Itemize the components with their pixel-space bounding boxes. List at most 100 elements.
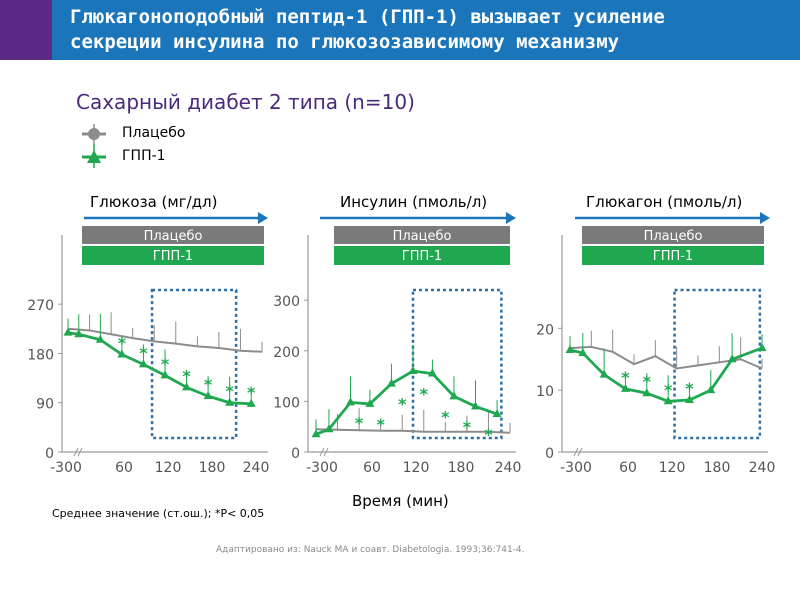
glp1-point <box>757 343 767 352</box>
y-tick-label: 20 <box>536 322 554 338</box>
chart-title: Глюкоза (мг/дл) <box>90 193 217 211</box>
axis-break <box>73 447 83 457</box>
significance-star: * <box>376 415 385 434</box>
x-axis-label: Время (мин) <box>352 492 449 510</box>
header-accent <box>0 0 52 60</box>
y-tick-label: 10 <box>536 384 554 400</box>
placebo-bar-label: Плацебо <box>644 229 703 244</box>
x-tick-label: 180 <box>199 460 226 476</box>
significance-star: * <box>247 383 256 402</box>
significance-star: * <box>420 385 429 404</box>
significance-star: * <box>118 334 127 353</box>
placebo-bar <box>82 226 264 244</box>
glp1-bar-label: ГПП-1 <box>402 249 442 264</box>
glp1-point <box>642 388 652 397</box>
x-tick-label: -300 <box>306 460 338 476</box>
glp1-point <box>117 349 127 358</box>
y-tick-label: 90 <box>36 397 54 413</box>
glp1-point <box>663 396 673 405</box>
glp1-point <box>492 409 502 418</box>
y-tick-label: 100 <box>273 395 300 411</box>
glp1-point <box>408 366 418 375</box>
legend-glp1-marker <box>82 144 106 168</box>
glp1-point <box>160 370 170 379</box>
placebo-bar <box>582 226 764 244</box>
glp1-bar-label: ГПП-1 <box>653 249 693 264</box>
y-tick-label: 0 <box>45 446 54 462</box>
x-tick-label: -300 <box>560 460 592 476</box>
glp1-point <box>365 398 375 407</box>
glp1-line <box>67 331 252 406</box>
title-line-2: секреции инсулина по глюкозозависимому м… <box>70 31 620 53</box>
glp1-bar-label: ГПП-1 <box>153 249 193 264</box>
axis-break <box>319 447 329 457</box>
glp1-point <box>324 424 334 433</box>
glp1-point <box>449 391 459 400</box>
glp1-point <box>706 385 716 394</box>
chart-title: Глюкагон (пмоль/л) <box>586 193 742 211</box>
y-tick-label: 200 <box>273 345 300 361</box>
significance-star: * <box>463 417 472 436</box>
glp1-point <box>95 334 105 343</box>
glp1-point <box>471 401 481 410</box>
highlight-box <box>150 288 238 440</box>
legend-placebo-marker <box>82 124 106 144</box>
chart-title: Инсулин (пмоль/л) <box>340 193 487 211</box>
glp1-bar <box>582 246 764 265</box>
subtitle: Сахарный диабет 2 типа (n=10) <box>76 90 415 114</box>
x-tick-label: 120 <box>403 460 430 476</box>
placebo-bar-label: Плацебо <box>144 229 203 244</box>
chart-1: Глюкоза (мг/дл) Плацебо ГПП-1 0 90 180 270 -300… <box>27 193 269 476</box>
y-tick-label: 0 <box>545 446 554 462</box>
y-tick-label: 270 <box>27 298 54 314</box>
time-arrow-head <box>258 212 268 224</box>
y-tick-label: 300 <box>273 294 300 310</box>
y-tick-label: 180 <box>27 347 54 363</box>
glp1-point <box>138 359 148 368</box>
glp1-point <box>578 348 588 357</box>
legend-glp1-label: ГПП-1 <box>122 148 166 164</box>
significance-star: * <box>621 368 630 387</box>
x-tick-label: 120 <box>659 460 686 476</box>
x-tick-label: 60 <box>363 460 381 476</box>
x-tick-label: 240 <box>749 460 776 476</box>
placebo-line <box>315 428 511 434</box>
glp1-point <box>427 368 437 377</box>
header-bar <box>0 0 800 60</box>
legend-placebo-label: Плацебо <box>122 125 186 141</box>
time-arrow-head <box>506 212 516 224</box>
significance-star: * <box>182 366 191 385</box>
glp1-point <box>182 382 192 391</box>
placebo-bar <box>334 226 510 244</box>
x-tick-label: 60 <box>115 460 133 476</box>
glp1-point <box>620 383 630 392</box>
glp1-point <box>727 354 737 363</box>
glp1-bar <box>82 246 264 265</box>
significance-star: * <box>398 395 407 414</box>
placebo-bar-label: Плацебо <box>393 229 452 244</box>
chart-3: Глюкагон (пмоль/л) Плацебо ГПП-1 0 10 20 -300 6… <box>536 193 775 476</box>
glp1-point <box>599 369 609 378</box>
source-citation: Адаптировано из: Nauck MA и соавт. Diabe… <box>216 545 525 555</box>
glp1-point <box>345 397 355 406</box>
glp1-point <box>74 329 84 338</box>
glp1-line <box>315 369 498 436</box>
glp1-point <box>225 397 235 406</box>
significance-star: * <box>139 343 148 362</box>
page-title: Глюкагоноподобный пептид-1 (ГПП-1) вызыв… <box>70 5 790 55</box>
significance-star: * <box>441 407 450 426</box>
x-tick-label: 180 <box>704 460 731 476</box>
axis-break <box>573 447 583 457</box>
glp1-point <box>565 344 575 353</box>
glp1-bar <box>334 246 510 265</box>
significance-star: * <box>643 372 652 391</box>
time-arrow-head <box>760 212 770 224</box>
chart-2: Инсулин (пмоль/л) Плацебо ГПП-1 0 100 200 300 -… <box>273 193 521 476</box>
title-line-1: Глюкагоноподобный пептид-1 (ГПП-1) вызыв… <box>70 6 665 28</box>
glp1-point <box>63 327 73 336</box>
glp1-point <box>246 398 256 407</box>
x-tick-label: 240 <box>495 460 522 476</box>
significance-star: * <box>484 425 493 444</box>
x-tick-label: 240 <box>243 460 270 476</box>
